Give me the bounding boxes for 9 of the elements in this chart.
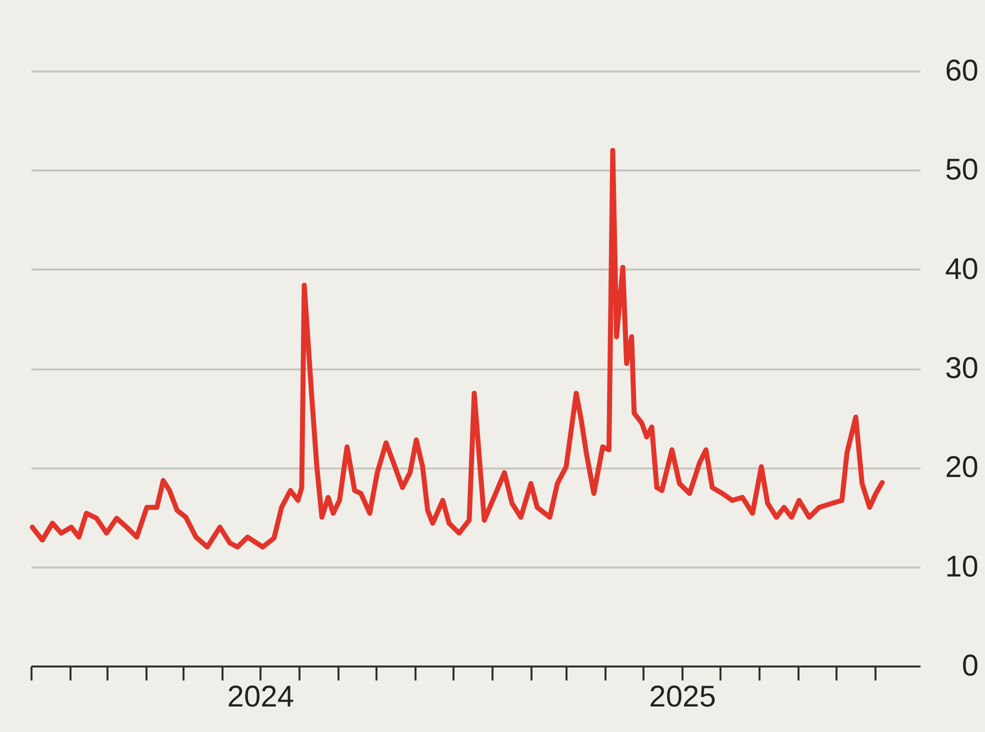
y-tick-label: 30 <box>945 352 978 385</box>
x-tick-label: 2024 <box>227 680 294 714</box>
y-tick-label: 0 <box>962 650 978 682</box>
y-tick-label: 40 <box>945 252 978 286</box>
y-tick-label: 20 <box>945 451 978 484</box>
y-tick-label: 10 <box>945 550 978 584</box>
x-tick-label: 2025 <box>649 680 716 714</box>
y-tick-label: 60 <box>945 54 978 88</box>
y-tick-label: 50 <box>945 154 978 187</box>
